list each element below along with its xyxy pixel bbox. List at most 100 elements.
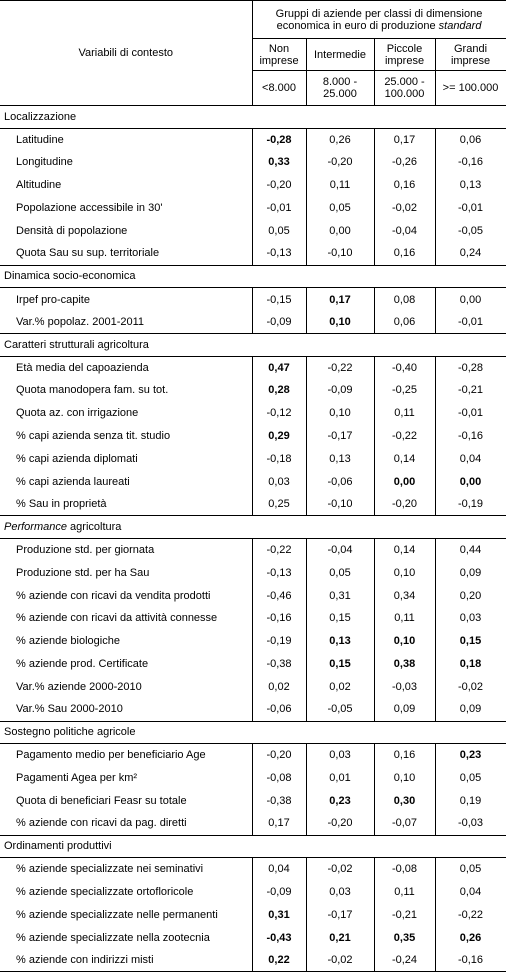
value-cell: -0,15 (251, 287, 306, 311)
value-cell: 0,01 (305, 766, 374, 790)
value-cell: 0,09 (373, 698, 435, 722)
value-cell: 0,17 (373, 127, 435, 152)
table-row: % aziende con indirizzi misti 0,22 -0,02 -0… (0, 948, 506, 973)
table-row: Quota manodopera fam. su tot. 0,28 -0,09 -0… (0, 379, 506, 402)
value-cell: 0,44 (434, 538, 506, 562)
row-label: Quota manodopera fam. su tot. (16, 384, 169, 397)
value-cell: -0,02 (305, 857, 374, 881)
row-label: Irpef pro-capite (0, 287, 252, 311)
table-row: % capi azienda senza tit. studio 0,29 -0,1… (0, 424, 506, 448)
value-cell: 0,23 (305, 789, 374, 813)
value-cell: 0,15 (305, 607, 374, 630)
value-cell: 0,04 (251, 857, 306, 881)
row-label: % aziende specializzate nelle permanenti (16, 908, 218, 921)
row-label: Pagamenti Agea per km² (16, 772, 138, 784)
value-cell: 0,17 (251, 812, 306, 835)
value-cell: -0,25 (373, 379, 435, 402)
table-row: % aziende con ricavi da vendita prodotti… (0, 584, 506, 608)
value-cell: 0,03 (305, 880, 374, 904)
value-cell: 0,15 (305, 652, 374, 676)
table-row: % aziende con ricavi da attività conness… (0, 607, 506, 630)
table-row: % capi azienda diplomati -0,18 0,13 0,14 0,0… (0, 447, 506, 471)
row-label: Var.% aziende 2000-2010 (16, 680, 142, 693)
value-cell: 0,00 (305, 219, 374, 243)
value-cell: -0,16 (434, 948, 506, 973)
value-cell: 0,03 (434, 607, 506, 630)
section-title-text: Caratteri strutturali agricoltura (4, 338, 149, 351)
value-cell: 0,19 (434, 789, 506, 813)
section-title-text: Sostegno politiche agricole (4, 726, 136, 739)
value-cell: -0,20 (305, 812, 374, 835)
value-cell: 0,04 (434, 447, 506, 471)
class-threshold: >= 100.000 (434, 70, 506, 106)
value-cell: 0,11 (305, 173, 374, 197)
value-cell: 0,02 (305, 675, 374, 699)
value-cell: 0,04 (434, 880, 506, 904)
section-title-text: Localizzazione (4, 110, 77, 123)
table-row: % aziende biologiche -0,19 0,13 0,10 0,15 (0, 629, 506, 653)
variables-header: Variabili di contesto (0, 0, 252, 106)
table-row: % capi azienda laureati 0,03 -0,06 0,00 0,00 (0, 470, 506, 494)
table-row: Densità di popolazione 0,05 0,00 -0,04 -0,05 (0, 219, 506, 243)
table-row: Latitudine -0,28 0,26 0,17 0,06 (0, 127, 506, 152)
section-title: Sostegno politiche agricole (0, 720, 506, 744)
value-cell: -0,46 (251, 584, 306, 608)
value-cell: 0,14 (373, 538, 435, 562)
value-cell: -0,09 (305, 379, 374, 402)
group-header: Gruppi di aziende per classi di dimensio… (251, 0, 506, 39)
value-cell: -0,09 (251, 310, 306, 334)
row-label: Latitudine (0, 127, 252, 152)
value-cell: 0,21 (305, 926, 374, 949)
table-row: % aziende specializzate ortofloricole -0,… (0, 880, 506, 904)
value-cell: -0,16 (434, 151, 506, 174)
value-cell: 0,15 (434, 629, 506, 653)
section-row: Performance agricoltura (0, 515, 506, 539)
value-cell: 0,18 (434, 652, 506, 676)
table-row: Produzione std. per ha Sau -0,13 0,05 0,10 0… (0, 561, 506, 585)
value-cell: 0,05 (251, 219, 306, 243)
row-label: % aziende con ricavi da vendita prodotti (16, 589, 211, 602)
value-cell: 0,16 (373, 743, 435, 767)
value-cell: -0,21 (373, 903, 435, 927)
value-cell: 0,16 (373, 173, 435, 197)
value-cell: -0,21 (434, 379, 506, 402)
value-cell: -0,06 (305, 470, 374, 494)
value-cell: -0,08 (251, 766, 306, 790)
section-title: Caratteri strutturali agricoltura (0, 332, 506, 357)
value-cell: 0,05 (434, 766, 506, 790)
row-label: % capi azienda diplomati (16, 452, 138, 465)
section-title-text: agricoltura (66, 521, 122, 534)
value-cell: -0,02 (305, 948, 374, 973)
table-row: Var.% popolaz. 2001-2011 -0,09 0,10 0,06 -0,… (0, 310, 506, 334)
value-cell: -0,18 (251, 447, 306, 471)
value-cell: 0,05 (434, 857, 506, 881)
value-cell: -0,20 (251, 743, 306, 767)
value-cell: 0,10 (373, 629, 435, 653)
value-cell: 0,34 (373, 584, 435, 608)
table-row: % aziende con ricavi da pag. diretti 0,17… (0, 812, 506, 835)
section-row: Caratteri strutturali agricoltura (0, 332, 506, 357)
value-cell: -0,05 (305, 698, 374, 722)
row-label: % Sau in proprietà (16, 498, 107, 511)
group-title: Gruppi di aziende per classi di dimensio… (275, 7, 483, 32)
value-cell: -0,16 (434, 424, 506, 448)
value-cell: 0,11 (373, 880, 435, 904)
section-row: Localizzazione (0, 105, 506, 129)
value-cell: -0,20 (373, 493, 435, 516)
value-cell: -0,01 (434, 310, 506, 334)
value-cell: 0,06 (373, 310, 435, 334)
value-cell: -0,07 (373, 812, 435, 835)
value-cell: -0,19 (251, 629, 306, 653)
class-header: Grandi imprese (434, 38, 506, 71)
row-label: Quota az. con irrigazione (16, 407, 139, 420)
row-label: % capi azienda laureati (16, 475, 130, 488)
class-header: Non imprese (251, 38, 306, 71)
value-cell: -0,28 (251, 127, 306, 152)
value-cell: -0,05 (434, 219, 506, 243)
value-cell: 0,09 (434, 698, 506, 722)
row-label: % aziende specializzate nella zootecnia (16, 931, 210, 944)
value-cell: 0,20 (434, 584, 506, 608)
value-cell: -0,01 (251, 196, 306, 220)
value-cell: 0,25 (251, 493, 306, 516)
value-cell: 0,00 (434, 470, 506, 494)
